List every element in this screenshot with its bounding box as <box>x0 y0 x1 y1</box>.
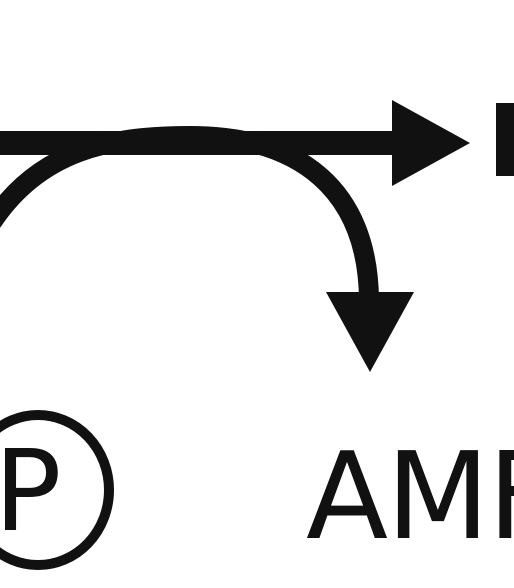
oval-letter: P <box>0 427 62 557</box>
amp-label: AMF <box>306 438 514 558</box>
down-arrowhead <box>326 292 414 372</box>
right-arrowhead <box>392 100 470 186</box>
curved-arrow-path <box>0 136 369 300</box>
right-box-edge <box>496 103 514 176</box>
